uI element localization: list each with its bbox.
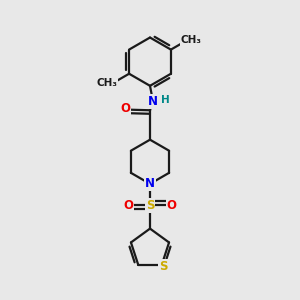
Text: N: N (145, 177, 155, 190)
Text: S: S (146, 199, 154, 212)
Text: CH₃: CH₃ (181, 35, 202, 45)
Text: S: S (159, 260, 167, 273)
Text: H: H (161, 94, 170, 105)
Text: CH₃: CH₃ (96, 78, 117, 88)
Text: O: O (123, 199, 133, 212)
Text: N: N (148, 94, 158, 108)
Text: O: O (120, 102, 130, 115)
Text: O: O (167, 199, 177, 212)
